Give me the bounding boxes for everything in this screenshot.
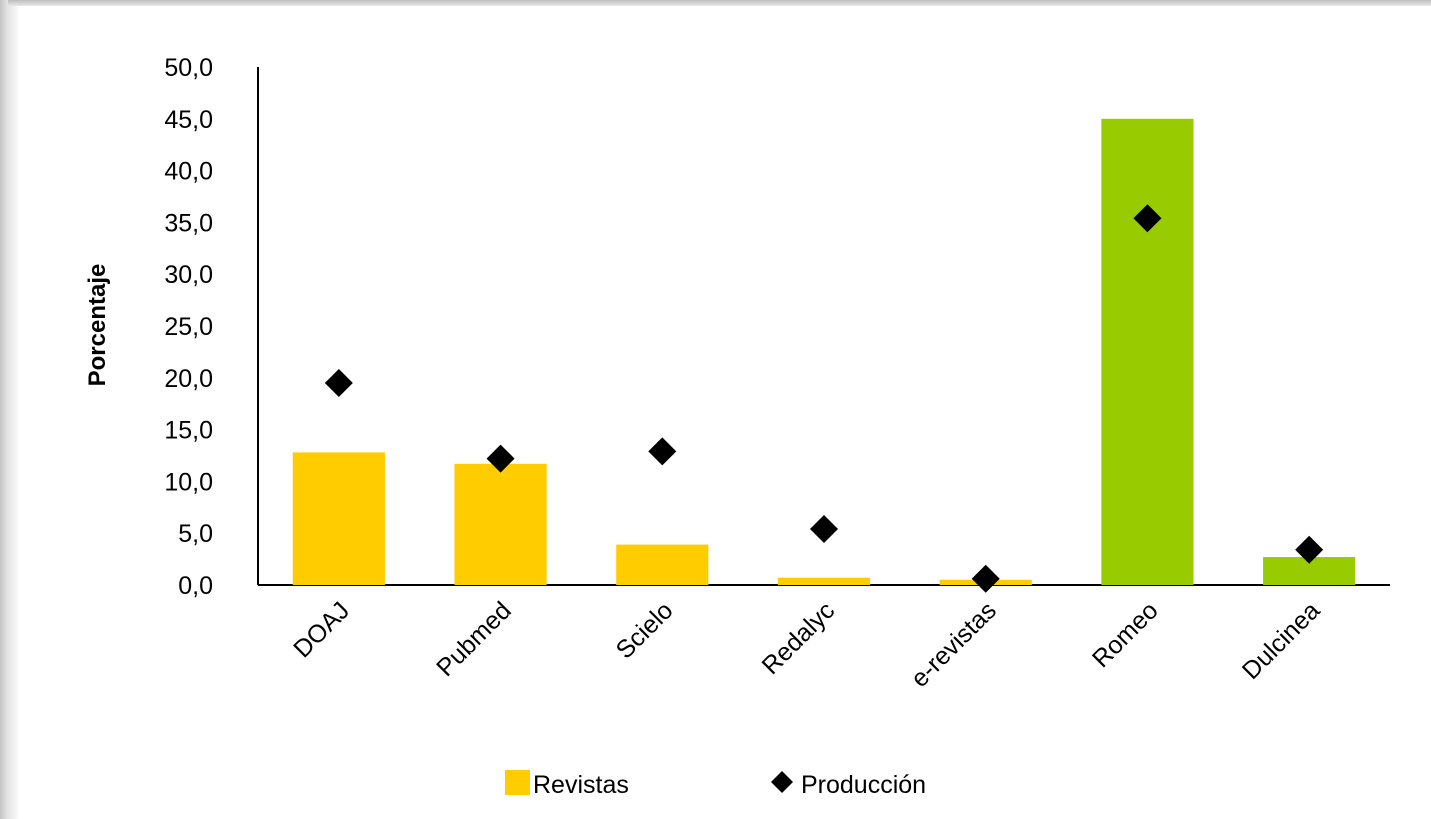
markers-layer <box>324 204 1324 593</box>
legend-label-revistas: Revistas <box>533 771 629 799</box>
category-label: Romeo <box>1087 596 1164 673</box>
marker-scielo <box>648 437 677 466</box>
marker-redalyc <box>810 515 838 544</box>
category-label: Redalyc <box>757 596 841 680</box>
left-border <box>0 0 8 819</box>
y-tick-label: 0,0 <box>178 572 213 600</box>
legend-swatch-revistas <box>505 770 530 795</box>
y-tick-label: 40,0 <box>164 158 213 186</box>
y-tick-labels: 0,0 5,0 10,0 15,0 20,0 25,0 30,0 35,0 40,0 45,0 50… <box>164 54 213 600</box>
bar-pubmed <box>454 463 547 585</box>
bar-romeo <box>1101 118 1194 586</box>
marker-romeo <box>1133 204 1162 233</box>
marker-doaj <box>324 368 353 397</box>
bar-redalyc <box>777 577 871 585</box>
marker-e-revistas <box>971 564 1000 593</box>
y-tick-label: 35,0 <box>164 209 213 237</box>
category-label: Scielo <box>611 596 679 664</box>
legend: Revistas Producción <box>505 770 926 799</box>
y-tick-label: 25,0 <box>164 313 213 341</box>
y-axis-title: Porcentaje <box>84 264 111 387</box>
category-label: Dulcinea <box>1237 596 1326 685</box>
x-category-labels: DOAJ Pubmed Scielo Redalyc e-revistas Romeo Du… <box>288 596 1325 692</box>
marker-dulcinea <box>1295 535 1324 564</box>
y-tick-label: 50,0 <box>164 54 213 82</box>
legend-label-produccion: Producción <box>801 771 926 799</box>
y-tick-label: 30,0 <box>164 261 213 289</box>
chart-axes <box>257 67 1390 586</box>
y-tick-label: 5,0 <box>178 520 213 548</box>
bars-layer <box>292 118 1356 586</box>
y-tick-label: 10,0 <box>164 468 213 496</box>
category-label: DOAJ <box>288 596 355 663</box>
y-tick-label: 45,0 <box>164 106 213 134</box>
category-label: e-revistas <box>906 596 1002 692</box>
top-border <box>0 0 1431 6</box>
marker-pubmed <box>486 444 515 473</box>
bar-scielo <box>616 544 709 585</box>
category-label: Pubmed <box>431 596 517 682</box>
y-tick-label: 15,0 <box>164 417 213 445</box>
legend-swatch-produccion <box>771 771 793 793</box>
y-tick-label: 20,0 <box>164 365 213 393</box>
bar-doaj <box>292 452 385 585</box>
